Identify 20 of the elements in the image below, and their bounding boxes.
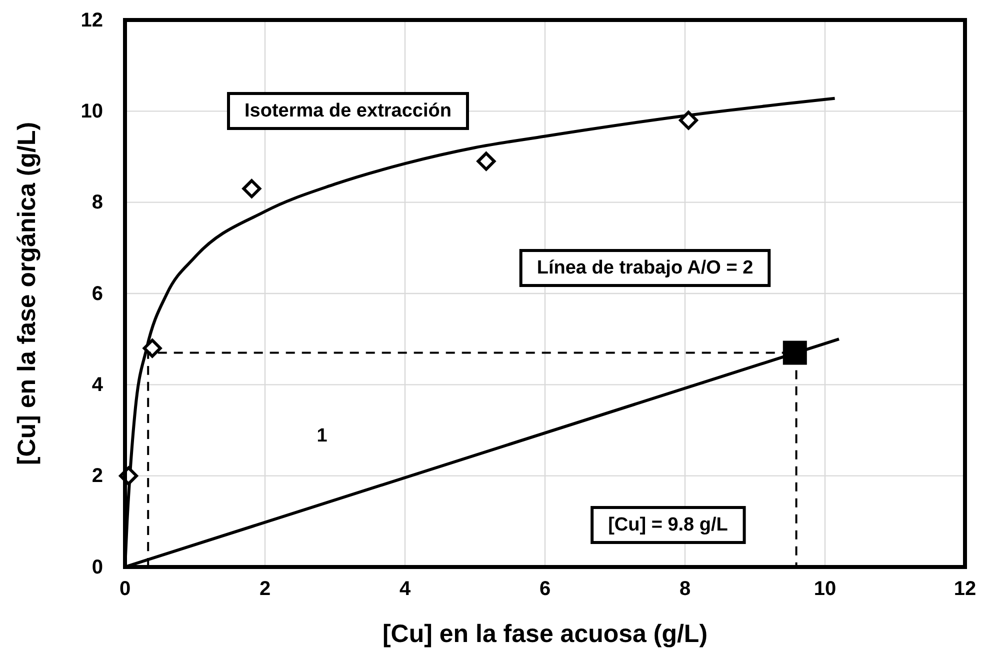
y-tick-label: 8: [92, 192, 103, 214]
x-tick-label: 2: [259, 578, 271, 600]
y-tick-label: 6: [92, 282, 103, 305]
x-tick-label: 8: [679, 578, 691, 600]
x-tick-label: 4: [399, 578, 412, 600]
x-tick-label: 12: [954, 578, 976, 600]
annotation: [Cu] = 9.8 g/L: [608, 514, 728, 536]
x-tick-label: 10: [814, 578, 836, 600]
annotation: Isoterma de extracción: [244, 100, 452, 122]
y-tick-label: 0: [92, 556, 103, 578]
y-axis-title: [Cu] en la fase orgánica (g/L): [13, 122, 41, 466]
y-tick-label: 10: [80, 100, 103, 123]
x-tick-label: 0: [119, 578, 131, 600]
y-tick-label: 4: [92, 374, 104, 396]
y-tick-label: 2: [92, 465, 103, 488]
annotation: Línea de trabajo A/O = 2: [536, 258, 754, 278]
x-axis-title: [Cu] en la fase acuosa (g/L): [382, 620, 708, 648]
annotation: 1: [316, 426, 328, 446]
x-tick-label: 6: [539, 578, 551, 600]
y-tick-label: 12: [80, 9, 103, 32]
